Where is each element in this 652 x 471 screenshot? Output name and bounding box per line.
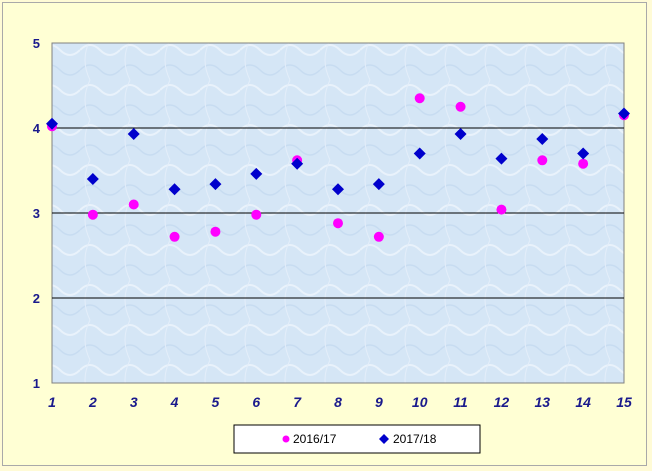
y-tick-label: 4 [33, 121, 41, 136]
x-tick-label: 10 [412, 394, 428, 410]
point-series-1-x-2 [86, 173, 99, 185]
legend-marker-2016-17 [282, 435, 290, 443]
data-marks [46, 93, 630, 242]
point-series-1-x-5 [209, 178, 222, 191]
point-series-1-x-13 [536, 133, 549, 146]
point-series-1-x-6 [250, 167, 263, 180]
point-series-0-x-4 [169, 231, 180, 242]
point-series-1-x-3 [127, 127, 140, 140]
point-series-0-x-13 [537, 155, 548, 166]
point-series-0-x-3 [128, 199, 139, 210]
x-tick-label: 5 [212, 394, 220, 410]
x-tick-label: 2 [88, 394, 97, 410]
x-tick-label: 13 [534, 394, 550, 410]
y-tick-label: 2 [33, 291, 40, 306]
y-tick-label: 5 [33, 36, 40, 51]
x-tick-label: 12 [494, 394, 510, 410]
point-series-0-x-5 [210, 226, 221, 237]
point-series-1-x-1 [46, 117, 58, 130]
point-series-1-x-14 [577, 147, 590, 160]
point-series-0-x-8 [333, 218, 343, 229]
legend-box [233, 424, 481, 454]
x-tick-label: 11 [453, 394, 468, 410]
point-series-0-x-10 [414, 93, 425, 104]
x-tick-label: 6 [252, 394, 260, 410]
x-tick-label: 4 [170, 394, 179, 410]
legend-marker-2017-18 [379, 434, 389, 444]
point-series-1-x-10 [413, 147, 426, 160]
legend-label-2017-18: 2017/18 [393, 432, 437, 446]
x-axis-ticks: 1 2 3 4 5 6 7 8 9 10 11 12 13 14 15 [48, 394, 632, 410]
x-tick-label: 14 [575, 394, 591, 410]
x-tick-label: 9 [375, 394, 383, 410]
point-series-1-x-15 [618, 107, 630, 120]
gridlines [52, 127, 624, 299]
point-series-1-x-8 [332, 183, 344, 196]
legend: 2016/17 2017/18 [233, 424, 481, 454]
y-tick-label: 3 [33, 206, 40, 221]
x-tick-label: 15 [616, 394, 632, 410]
y-axis-ticks: 1 2 3 4 5 [33, 36, 41, 391]
x-tick-label: 8 [334, 394, 342, 410]
point-series-1-x-12 [495, 152, 508, 165]
point-series-0-x-11 [455, 101, 466, 112]
point-series-1-x-7 [291, 157, 304, 170]
x-tick-label: 1 [48, 394, 56, 410]
legend-label-2016-17: 2016/17 [293, 432, 337, 446]
x-tick-label: 7 [293, 394, 302, 410]
point-series-1-x-4 [168, 183, 181, 196]
y-tick-label: 1 [33, 376, 40, 391]
point-series-0-x-14 [578, 158, 589, 169]
x-tick-label: 3 [130, 394, 138, 410]
point-series-1-x-9 [372, 178, 385, 191]
point-series-0-x-12 [496, 204, 507, 215]
point-series-0-x-2 [87, 209, 98, 220]
point-series-1-x-11 [454, 127, 467, 140]
point-series-0-x-9 [373, 231, 384, 242]
point-series-0-x-6 [251, 209, 262, 220]
